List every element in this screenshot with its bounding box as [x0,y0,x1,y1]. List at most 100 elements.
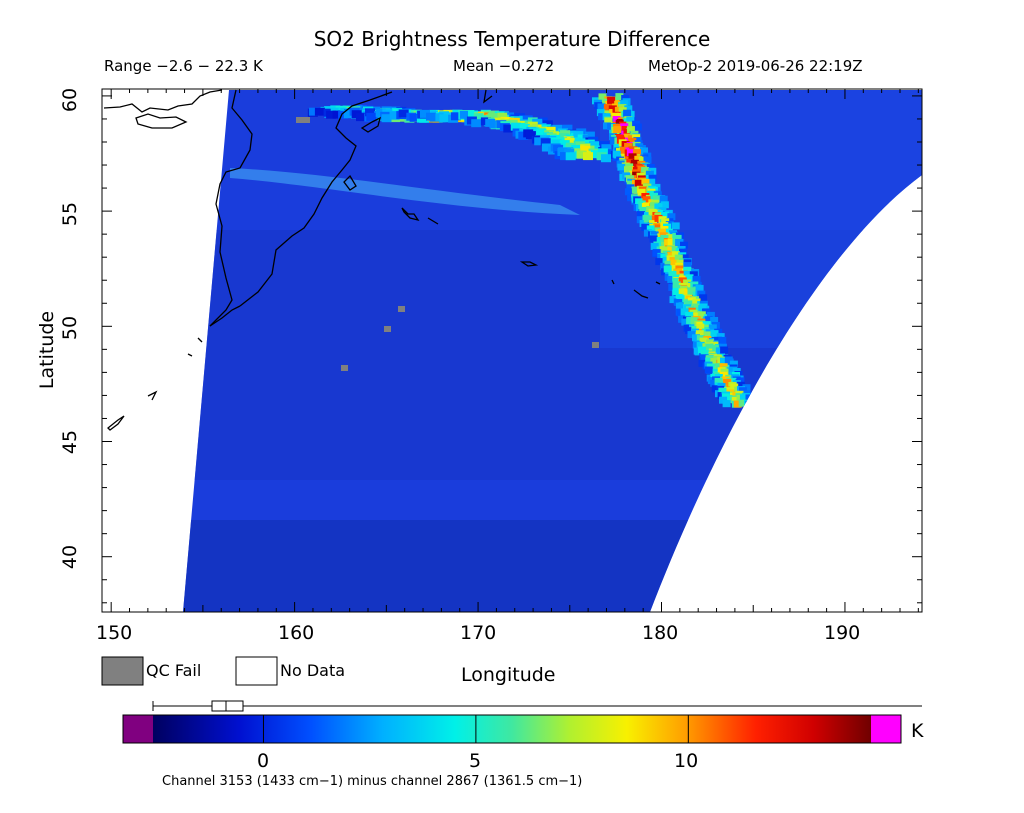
chart-title: SO2 Brightness Temperature Difference [313,27,711,51]
so2-pixel [733,400,742,408]
data-swath [183,90,922,612]
so2-pixel [534,137,545,146]
so2-pixel [560,152,570,161]
colorbar-unit: K [911,720,924,742]
so2-pixel [710,317,719,324]
so2-pixel [710,379,719,387]
so2-pixel [696,341,705,349]
so2-pixel [663,265,672,273]
colorbar-tick-label: 10 [674,750,699,772]
so2-pixel [637,188,646,196]
so2-pixel [671,246,680,253]
so2-pixel [583,152,593,161]
so2-pixel [687,331,696,339]
so2-pixel [596,109,605,117]
x-tick-label: 180 [642,622,679,644]
so2-pixel [626,116,635,124]
so2-pixel [381,114,392,123]
so2-pixel [626,184,635,192]
so2-pixel [623,109,632,117]
no-data-swatch [235,656,278,686]
so2-pixel [666,234,675,242]
plot-frame [101,88,923,613]
so2-pixel [356,113,366,122]
so2-pixel [308,107,319,116]
so2-pixel [667,276,676,283]
so2-pixel [672,288,681,295]
so2-pixel [603,122,611,130]
so2-pixel [612,150,621,158]
so2-pixel [540,138,551,147]
so2-pixel [697,290,706,298]
so2-pixel [626,158,635,166]
northern-so2-band [307,105,623,163]
so2-pixel [652,249,661,257]
so2-pixel [685,327,694,335]
so2-pixel [692,334,700,342]
so2-pixel [641,178,650,186]
so2-pixel [731,396,740,404]
so2-pixel [332,110,343,119]
so2-pixel [687,287,696,295]
x-tick-label: 160 [278,622,315,644]
so2-pixel [649,235,658,243]
y-tick-label: 40 [59,544,81,570]
so2-pixel [697,311,706,319]
so2-pixel [649,220,658,228]
so2-pixel [615,93,624,101]
so2-pixel [706,311,715,319]
so2-pixel [626,149,635,157]
so2-pixel [641,203,650,210]
so2-pixel [519,123,530,132]
so2-pixel [720,357,728,365]
so2-pixel [409,113,420,122]
so2-pixel [685,311,694,319]
so2-pixel [667,213,676,221]
so2-pixel [552,124,563,133]
so2-pixel [559,140,570,149]
so2-pixel [695,330,704,338]
so2-pixel [468,110,478,119]
so2-pixel [730,383,739,391]
so2-pixel [692,303,701,311]
so2-pixel [605,149,616,158]
qc-fail-pixel [398,306,405,312]
so2-pixel [698,359,707,367]
so2-pixel [671,265,680,272]
so2-pixel [398,109,409,118]
so2-pixel [642,196,651,204]
so2-pixel [680,241,688,249]
so2-pixel [633,149,641,157]
so2-pixel [674,254,683,262]
qc-fail-pixel [341,365,348,371]
so2-pixel [366,112,377,121]
so2-pixel [644,174,653,182]
so2-pixel [647,178,656,186]
so2-pixel [638,156,647,164]
so2-pixel [420,109,430,118]
so2-pixel [439,114,450,123]
y-tick-label: 60 [59,87,81,113]
so2-pixel [619,146,628,154]
so2-pixel [710,330,719,338]
so2-pixel [714,377,723,385]
so2-pixel [661,218,670,226]
qc-fail-pixel [296,117,310,123]
so2-pixel [704,366,713,374]
so2-pixel [718,387,727,395]
so2-pixel [679,248,687,256]
so2-pixel [626,121,635,129]
so2-pixel [343,110,354,119]
so2-plume [592,93,754,408]
so2-pixel [668,284,677,291]
so2-pixel [699,337,708,345]
so2-pixel [695,284,704,292]
so2-pixel [612,116,621,123]
so2-pixel [739,394,748,402]
so2-pixel [671,222,680,230]
so2-pixel [652,195,661,203]
so2-pixel [620,100,629,108]
so2-pixel [736,381,745,389]
so2-pixel [566,142,576,151]
so2-pixel [604,117,613,125]
